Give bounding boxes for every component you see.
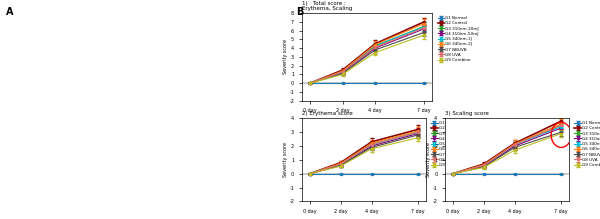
Text: 3) Scaling score: 3) Scaling score <box>445 111 489 117</box>
Text: B: B <box>296 7 303 17</box>
Y-axis label: Severity score: Severity score <box>283 39 288 74</box>
Legend: G1 Normal, G2 Control, G3 310nm-20mJ, G4 310nm-50mJ, G5 340nm-1J, G6 340nm-2J, G: G1 Normal, G2 Control, G3 310nm-20mJ, G4… <box>574 120 600 168</box>
Y-axis label: Severity score: Severity score <box>426 142 431 177</box>
Legend: G1 Normal, G2 Control, G3 310nm-20mJ, G4 310nm-50mJ, G5 340nm-1J, G6 340nm-2J, G: G1 Normal, G2 Control, G3 310nm-20mJ, G4… <box>430 120 473 168</box>
Text: 1)   Total score :
Erythema, Scaling: 1) Total score : Erythema, Scaling <box>302 1 352 11</box>
Text: A: A <box>6 7 13 17</box>
Legend: G1 Normal, G2 Control, G3 310nm-20mJ, G4 310nm-50mJ, G5 340nm-1J, G6 340nm-2J, G: G1 Normal, G2 Control, G3 310nm-20mJ, G4… <box>437 15 479 63</box>
Y-axis label: Severity score: Severity score <box>283 142 288 177</box>
Text: 2) Erythema score: 2) Erythema score <box>302 111 353 117</box>
